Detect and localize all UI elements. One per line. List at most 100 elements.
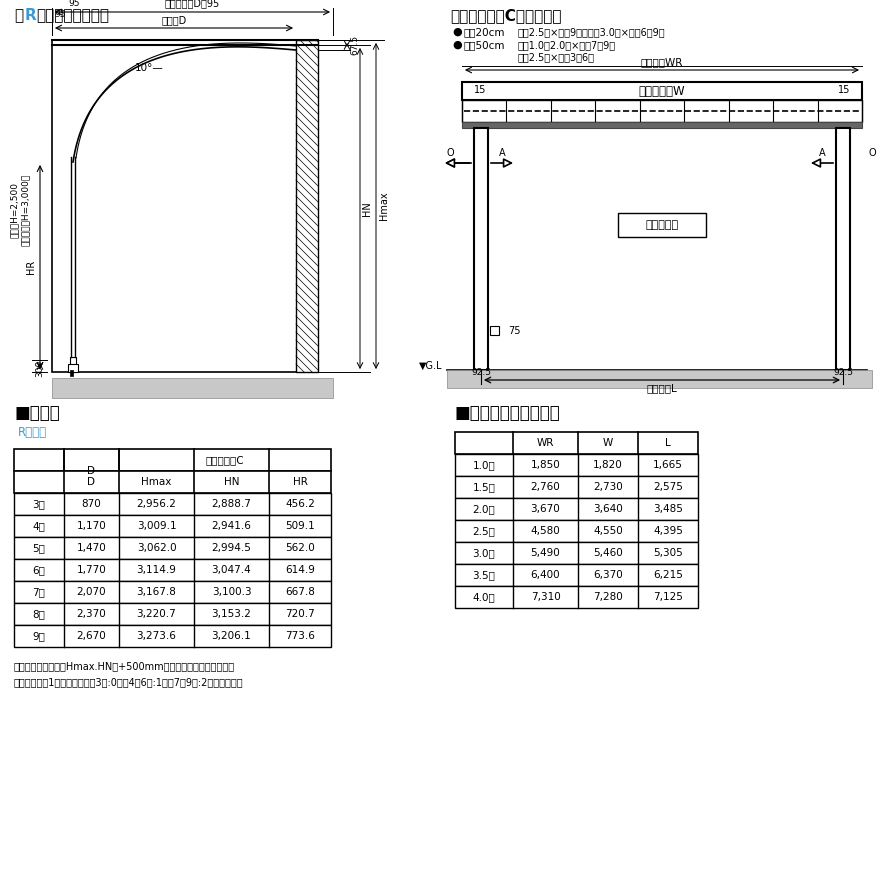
Bar (14, 559, 331, 581)
Text: 標準柱H=2,500
（ロング柱H=3,000）: 標準柱H=2,500 （ロング柱H=3,000） (11, 174, 30, 246)
Text: 7,280: 7,280 (593, 592, 623, 602)
Bar (455, 542, 698, 564)
Text: ▼G.L: ▼G.L (419, 361, 442, 371)
Bar (14, 449, 331, 471)
Bar (462, 122, 862, 128)
Text: 75: 75 (508, 326, 520, 336)
Text: D: D (87, 466, 96, 476)
Text: 3.5間: 3.5間 (473, 570, 495, 580)
Text: 3,220.7: 3,220.7 (136, 609, 176, 619)
Text: 3,485: 3,485 (653, 504, 683, 514)
Text: O: O (869, 148, 876, 158)
Text: 前枠タイプC: 前枠タイプC (206, 455, 245, 465)
Text: 2,070: 2,070 (77, 587, 106, 597)
Bar (14, 603, 331, 625)
Text: D: D (87, 477, 96, 487)
Text: 720.7: 720.7 (285, 609, 315, 619)
Text: 3,206.1: 3,206.1 (211, 631, 252, 641)
Text: 屋根芯々　W: 屋根芯々 W (639, 84, 686, 98)
Text: 3,640: 3,640 (593, 504, 623, 514)
Text: 7,125: 7,125 (653, 592, 683, 602)
Text: 1,850: 1,850 (531, 460, 561, 470)
Text: 2,888.7: 2,888.7 (211, 499, 252, 509)
Text: 509.1: 509.1 (285, 521, 315, 531)
Text: 95: 95 (55, 10, 66, 18)
Text: 1.5間: 1.5間 (473, 482, 495, 492)
Text: 間口1.0～2.0間×出幅7～9尺: 間口1.0～2.0間×出幅7～9尺 (518, 40, 616, 50)
Text: 2.0間: 2.0間 (473, 504, 495, 514)
Text: ・ロング柱の場合はHmax.HNに+500mm加算した寸法になります。: ・ロング柱の場合はHmax.HNに+500mm加算した寸法になります。 (14, 661, 235, 671)
Text: 95: 95 (69, 0, 80, 8)
Text: 1,820: 1,820 (593, 460, 623, 470)
Text: 3,153.2: 3,153.2 (211, 609, 252, 619)
Text: 3,670: 3,670 (531, 504, 561, 514)
Text: 屋根幅　WR: 屋根幅 WR (641, 57, 683, 67)
Text: 2,575: 2,575 (653, 482, 683, 492)
Text: 3,273.6: 3,273.6 (136, 631, 176, 641)
Text: 15: 15 (473, 85, 486, 95)
Text: 1,170: 1,170 (77, 521, 106, 531)
Text: 773.6: 773.6 (285, 631, 315, 641)
Text: 5尺: 5尺 (33, 543, 46, 553)
Bar (68, 364, 78, 372)
Text: 【前枠タイプC　正面図】: 【前枠タイプC 正面図】 (450, 8, 561, 23)
Text: タイプ　側面図】: タイプ 側面図】 (36, 8, 109, 23)
Bar (14, 581, 331, 603)
Text: 92.5: 92.5 (833, 368, 853, 377)
Text: 3,167.8: 3,167.8 (136, 587, 176, 597)
Text: W: W (603, 438, 613, 448)
Text: 間口2.5間×出幅3～6尺: 間口2.5間×出幅3～6尺 (518, 52, 595, 62)
Text: O: O (446, 148, 454, 158)
Text: 4,550: 4,550 (593, 526, 623, 536)
Text: 2.5間: 2.5間 (473, 526, 495, 536)
Bar (836, 128, 850, 370)
Text: 出幅　D: 出幅 D (161, 15, 187, 25)
Text: 2,670: 2,670 (77, 631, 106, 641)
Text: A: A (818, 148, 825, 158)
Text: 屋根出幅　D＋95: 屋根出幅 D＋95 (165, 0, 220, 8)
Text: 67.5: 67.5 (350, 35, 360, 55)
Text: 2,730: 2,730 (593, 482, 623, 492)
Text: 4,395: 4,395 (653, 526, 683, 536)
Text: HN: HN (224, 477, 239, 487)
Text: ・中桟は垂木1ピッチ当たり、3尺:0本、4～6尺:1本、7～9尺:2本入ります。: ・中桟は垂木1ピッチ当たり、3尺:0本、4～6尺:1本、7～9尺:2本入ります。 (14, 677, 244, 687)
Bar (14, 537, 331, 559)
Text: 870: 870 (82, 499, 101, 509)
Bar (618, 213, 706, 237)
Text: HR: HR (292, 477, 307, 487)
Bar (52, 40, 318, 372)
Text: ●: ● (452, 40, 462, 50)
Bar (462, 82, 862, 100)
Text: 8尺: 8尺 (33, 609, 46, 619)
Text: 3.0間: 3.0間 (473, 548, 495, 558)
Text: 7,310: 7,310 (531, 592, 561, 602)
Text: 9尺: 9尺 (33, 631, 46, 641)
Bar (455, 432, 698, 454)
Bar (455, 476, 698, 498)
Text: 3,047.4: 3,047.4 (211, 565, 252, 575)
Text: 3,009.1: 3,009.1 (136, 521, 176, 531)
Bar (14, 471, 331, 493)
Bar (52, 378, 333, 398)
Text: ■寸法表: ■寸法表 (14, 404, 60, 422)
Text: 92.5: 92.5 (471, 368, 491, 377)
Text: Rタイプ: Rタイプ (18, 426, 48, 439)
Text: 6,215: 6,215 (653, 570, 683, 580)
Text: 1,770: 1,770 (77, 565, 106, 575)
Text: 10°—: 10°— (135, 63, 164, 73)
Bar (474, 128, 488, 370)
Text: HN: HN (362, 202, 372, 216)
Text: 2,956.2: 2,956.2 (136, 499, 176, 509)
Text: 4尺: 4尺 (33, 521, 46, 531)
Text: 5,460: 5,460 (593, 548, 623, 558)
Text: 667.8: 667.8 (285, 587, 315, 597)
Bar (296, 40, 318, 372)
Text: 2,941.6: 2,941.6 (211, 521, 252, 531)
Text: 300: 300 (35, 359, 45, 377)
Bar (455, 498, 698, 520)
Text: 2,370: 2,370 (77, 609, 106, 619)
Bar (447, 370, 872, 388)
Text: 456.2: 456.2 (285, 499, 315, 509)
Text: 柱芯々　L: 柱芯々 L (647, 383, 678, 393)
Text: Hmax: Hmax (379, 192, 389, 220)
